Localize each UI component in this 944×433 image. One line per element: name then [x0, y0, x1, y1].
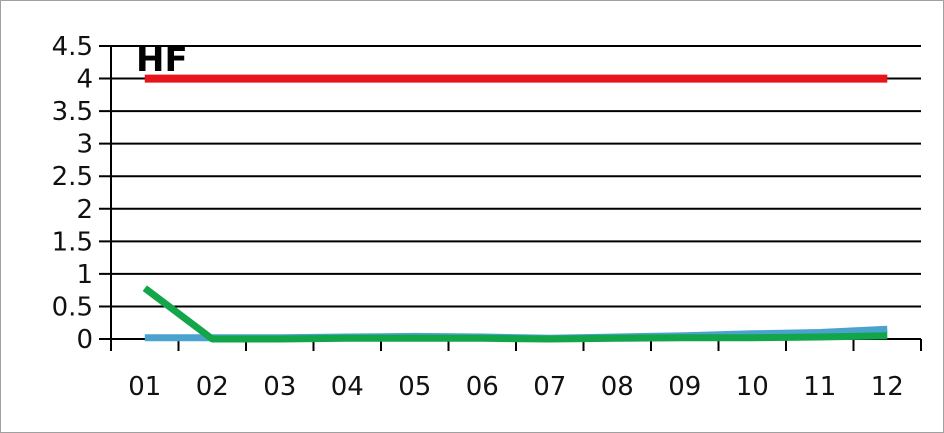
- y-tick-label: 3: [76, 130, 93, 160]
- x-tick-label: 12: [871, 372, 904, 402]
- series-line-3: [142, 285, 888, 343]
- chart-title: HF: [136, 40, 188, 80]
- y-tick-label: 1: [76, 260, 93, 290]
- y-tick-label: 0.5: [52, 292, 93, 322]
- x-tick-label: 11: [803, 372, 836, 402]
- y-tick-labels: 00.511.522.533.544.5: [52, 32, 93, 355]
- y-tick-label: 4.5: [52, 32, 93, 62]
- x-tick-label: 01: [128, 372, 161, 402]
- x-tick-label: 04: [331, 372, 364, 402]
- x-tick-label: 10: [736, 372, 769, 402]
- series-lines: [142, 74, 888, 343]
- x-tick-labels: 01 02 03 04 05 06 07 08 09 10 11 12: [128, 372, 904, 402]
- y-tick-label: 4: [76, 65, 93, 95]
- x-tick-label: 07: [533, 372, 566, 402]
- x-tick-label: 02: [196, 372, 229, 402]
- y-tick-label: 2: [76, 195, 93, 225]
- x-tick-label: 05: [398, 372, 431, 402]
- x-tick-label: 06: [466, 372, 499, 402]
- axes: [99, 46, 922, 351]
- y-tick-label: 0: [76, 325, 93, 355]
- x-tick-label: 09: [668, 372, 701, 402]
- y-tick-label: 2.5: [52, 162, 93, 192]
- y-tick-label: 1.5: [52, 227, 93, 257]
- y-tick-label: 3.5: [52, 97, 93, 127]
- gridlines: [99, 45, 921, 308]
- x-tick-label: 08: [601, 372, 634, 402]
- x-tick-label: 03: [263, 372, 296, 402]
